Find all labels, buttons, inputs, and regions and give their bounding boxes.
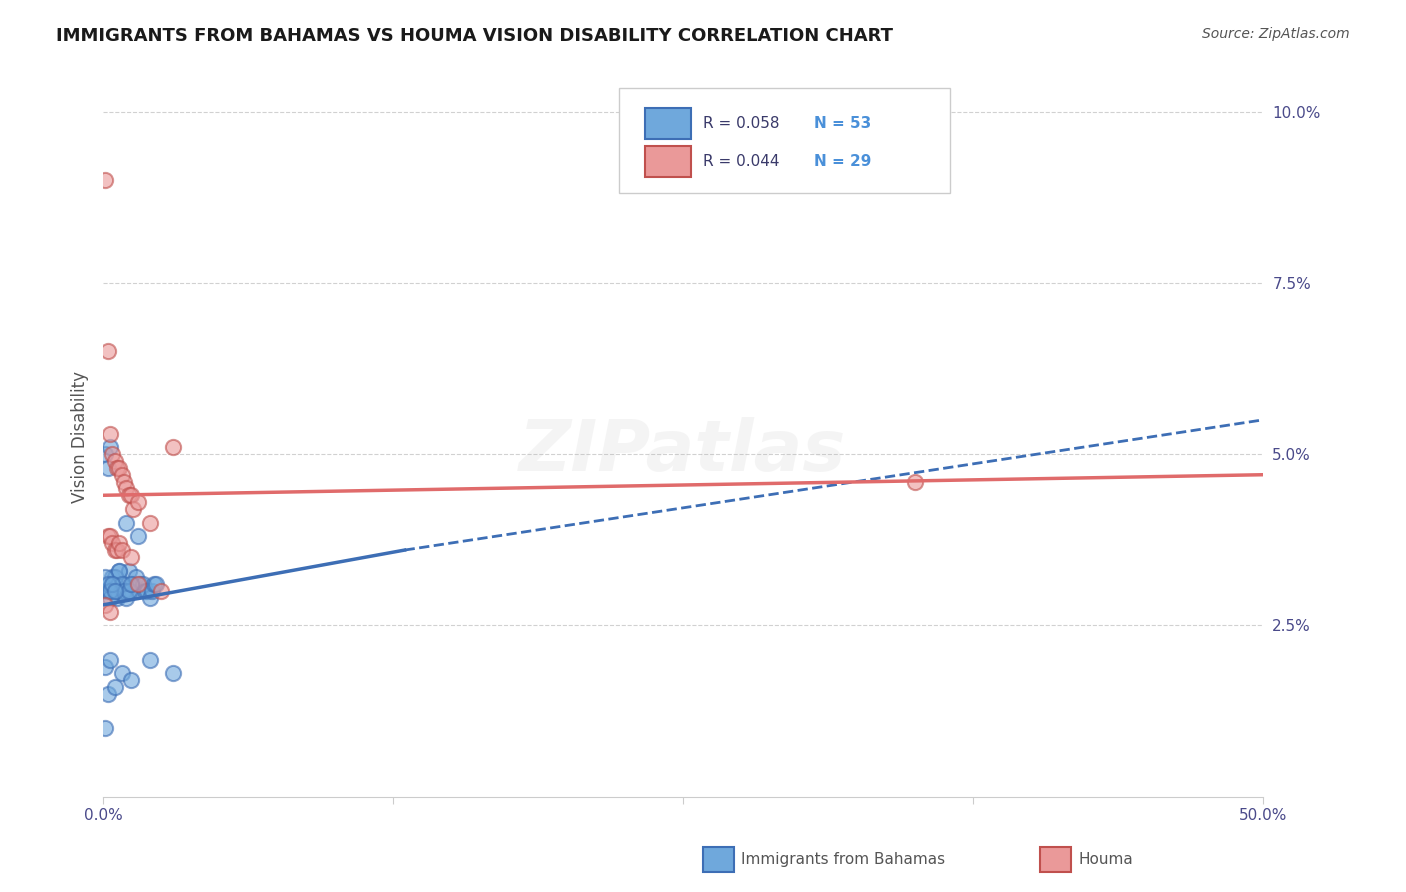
Point (138, 653, 160, 667)
Point (98, 584, 121, 599)
Text: Houma: Houma (1078, 853, 1133, 867)
Point (94, 570, 117, 584)
Point (120, 577, 142, 591)
Point (104, 543, 127, 558)
Point (98, 653, 121, 667)
Point (105, 584, 128, 599)
Point (127, 495, 149, 509)
Point (97, 461, 120, 475)
Point (122, 502, 145, 516)
Point (904, 475, 927, 489)
Point (127, 529, 149, 543)
Text: R = 0.058: R = 0.058 (703, 116, 779, 131)
Point (138, 516, 160, 530)
Text: Source: ZipAtlas.com: Source: ZipAtlas.com (1202, 27, 1350, 41)
Point (94, 584, 117, 599)
Point (162, 666, 184, 681)
Text: R = 0.044: R = 0.044 (703, 154, 779, 169)
Point (134, 584, 156, 599)
Text: IMMIGRANTS FROM BAHAMAS VS HOUMA VISION DISABILITY CORRELATION CHART: IMMIGRANTS FROM BAHAMAS VS HOUMA VISION … (56, 27, 893, 45)
Point (120, 488, 142, 502)
Point (145, 577, 167, 591)
Point (97, 529, 120, 543)
Point (104, 570, 127, 584)
Point (104, 454, 127, 468)
Point (115, 584, 138, 599)
Point (108, 564, 131, 578)
Point (98, 529, 121, 543)
Point (115, 591, 138, 605)
Point (104, 680, 127, 694)
Point (97, 584, 120, 599)
Point (112, 475, 135, 489)
Point (138, 591, 160, 605)
Bar (644, 146, 690, 177)
Point (112, 584, 135, 599)
Point (101, 570, 124, 584)
Point (104, 584, 127, 599)
Point (127, 584, 149, 599)
Point (97, 344, 120, 359)
Point (162, 440, 184, 454)
Text: N = 53: N = 53 (814, 116, 872, 131)
Point (101, 447, 124, 461)
FancyBboxPatch shape (619, 88, 949, 193)
Point (108, 536, 131, 550)
Point (98, 584, 121, 599)
Point (98, 440, 121, 454)
Point (105, 461, 128, 475)
Point (120, 673, 142, 688)
Point (101, 577, 124, 591)
Point (143, 577, 166, 591)
Point (115, 516, 138, 530)
Text: Immigrants from Bahamas: Immigrants from Bahamas (741, 853, 945, 867)
Point (97, 577, 120, 591)
Point (111, 543, 134, 558)
Point (94, 659, 117, 673)
Y-axis label: Vision Disability: Vision Disability (72, 371, 89, 503)
Point (94, 598, 117, 612)
Point (122, 577, 145, 591)
Point (150, 584, 173, 599)
Point (111, 467, 134, 482)
Text: N = 29: N = 29 (814, 154, 872, 169)
Point (111, 577, 134, 591)
Point (101, 577, 124, 591)
Text: ZIPatlas: ZIPatlas (519, 417, 846, 486)
Point (111, 666, 134, 681)
Point (104, 577, 127, 591)
Point (108, 461, 131, 475)
Point (97, 687, 120, 701)
Point (141, 584, 163, 599)
Point (98, 426, 121, 441)
Point (108, 564, 131, 578)
Point (117, 584, 139, 599)
Point (112, 577, 135, 591)
Point (120, 549, 142, 564)
Point (97, 584, 120, 599)
Point (98, 591, 121, 605)
Point (98, 605, 121, 619)
Point (111, 584, 134, 599)
Point (101, 536, 124, 550)
Point (129, 577, 152, 591)
Point (94, 173, 117, 187)
Bar (644, 108, 690, 138)
Point (105, 591, 128, 605)
Point (131, 577, 153, 591)
Point (120, 584, 142, 599)
Point (117, 564, 139, 578)
Point (105, 543, 128, 558)
Point (127, 577, 149, 591)
Point (136, 584, 159, 599)
Point (94, 447, 117, 461)
Point (115, 482, 138, 496)
Point (117, 488, 139, 502)
Point (94, 721, 117, 735)
Point (124, 570, 146, 584)
